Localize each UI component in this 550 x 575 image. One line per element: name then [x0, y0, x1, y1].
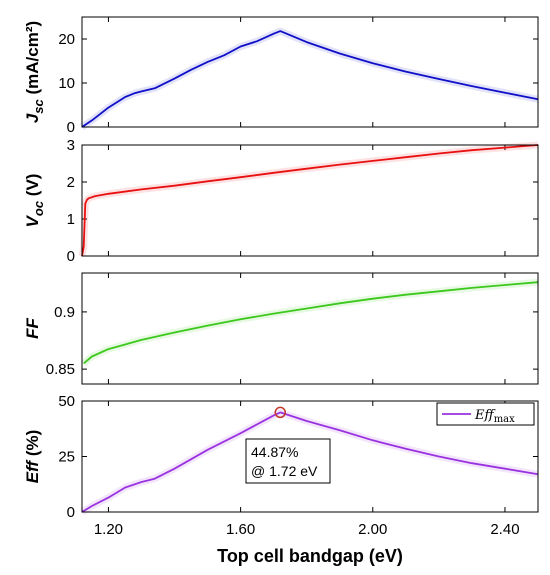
axes-frame	[81, 16, 539, 128]
annotation-box	[245, 438, 331, 484]
x-tick-label: 2.00	[358, 521, 387, 538]
panel-voc: 0 1 2 3 Voc (V)	[23, 137, 539, 265]
series-jsc-line	[81, 30, 539, 128]
axes-frame	[81, 272, 539, 385]
axes-frame	[81, 400, 539, 513]
y-tick-label: 50	[58, 393, 75, 410]
y-tick-label: 3	[67, 137, 75, 154]
y-tick-label: 0.9	[54, 304, 75, 321]
y-axis-label: Jsc (mA/cm²)	[23, 21, 46, 123]
legend-box	[436, 402, 535, 426]
series-ff-line	[83, 281, 539, 365]
y-tick-label: 10	[58, 75, 75, 92]
x-tick-label: 1.20	[94, 521, 123, 538]
max-efficiency-marker	[274, 406, 287, 419]
panel-eff: 0 25 50 Eff (%) 44.87% @ 1.72 eV Effmax 1.20 1.6…	[23, 393, 539, 566]
y-tick-label: 0	[67, 248, 75, 265]
x-axis-label: Top cell bandgap (eV)	[217, 546, 403, 566]
x-tick-label: 2.40	[490, 521, 519, 538]
series-voc-halo	[78, 141, 539, 257]
y-tick-label: 2	[67, 174, 75, 191]
panel-ff: 0.85 0.9 FF	[23, 272, 539, 385]
x-tick-label: 1.60	[226, 521, 255, 538]
y-axis-label: FF	[23, 318, 42, 339]
y-tick-label: 25	[58, 449, 75, 466]
y-axis-label: Eff (%)	[23, 430, 42, 484]
y-tick-label: 0	[67, 504, 75, 521]
axes-frame	[81, 144, 539, 257]
y-tick-label: 0	[67, 119, 75, 136]
y-tick-label: 1	[67, 211, 75, 228]
series-ff-halo	[81, 278, 539, 367]
legend-label: Effmax	[474, 408, 515, 425]
y-axis-label: Voc (V)	[23, 174, 46, 228]
panel-jsc: 0 10 20 Jsc (mA/cm²)	[23, 16, 539, 136]
series-jsc-halo	[80, 27, 539, 130]
y-tick-label: 0.85	[46, 361, 75, 378]
series-eff-line	[81, 411, 539, 513]
annotation-value: 44.87%	[251, 444, 298, 460]
y-tick-label: 20	[58, 31, 75, 48]
annotation-bandgap: @ 1.72 eV	[251, 463, 318, 479]
series-voc-line	[81, 144, 539, 257]
